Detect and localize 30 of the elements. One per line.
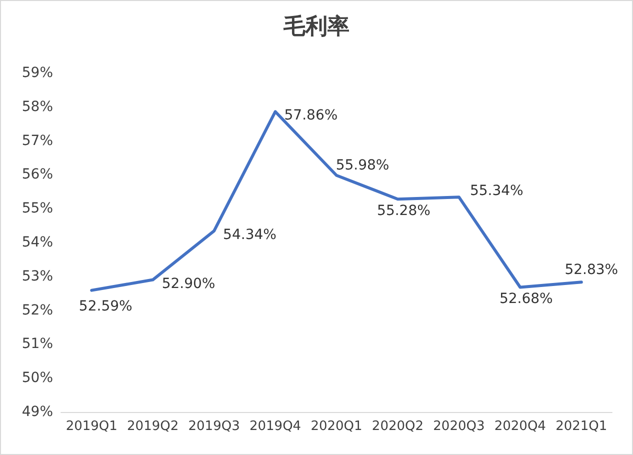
y-tick-label: 50% <box>22 370 53 386</box>
x-tick-label: 2020Q4 <box>494 419 546 434</box>
y-tick-label: 57% <box>22 132 53 149</box>
data-label: 52.90% <box>162 276 216 292</box>
chart-title: 毛利率 <box>282 14 350 40</box>
y-tick-label: 56% <box>22 166 53 183</box>
data-label: 52.83% <box>564 262 618 278</box>
data-label: 55.34% <box>470 183 524 200</box>
y-tick-label: 49% <box>22 404 53 420</box>
x-tick-label: 2021Q1 <box>556 419 608 434</box>
y-tick-label: 51% <box>22 336 53 352</box>
y-tick-label: 53% <box>22 268 53 284</box>
y-tick-label: 52% <box>22 302 53 318</box>
y-tick-label: 55% <box>22 200 53 217</box>
data-label: 52.68% <box>499 291 553 308</box>
data-label: 55.98% <box>336 157 390 174</box>
y-tick-label: 59% <box>22 65 53 81</box>
x-tick-label: 2019Q4 <box>249 419 302 434</box>
y-tick-label: 58% <box>22 98 53 115</box>
x-tick-label: 2019Q1 <box>66 419 118 434</box>
x-tick-label: 2020Q2 <box>372 419 424 434</box>
x-tick-label: 2020Q1 <box>310 419 362 434</box>
x-tick-label: 2020Q3 <box>433 419 485 434</box>
data-label: 54.34% <box>223 226 276 243</box>
data-label: 52.59% <box>78 298 132 314</box>
x-tick-label: 2019Q2 <box>127 419 179 434</box>
x-tick-label: 2019Q3 <box>188 419 240 434</box>
data-label: 57.86% <box>284 108 338 124</box>
y-tick-label: 54% <box>22 234 53 250</box>
data-label: 55.28% <box>377 203 430 220</box>
